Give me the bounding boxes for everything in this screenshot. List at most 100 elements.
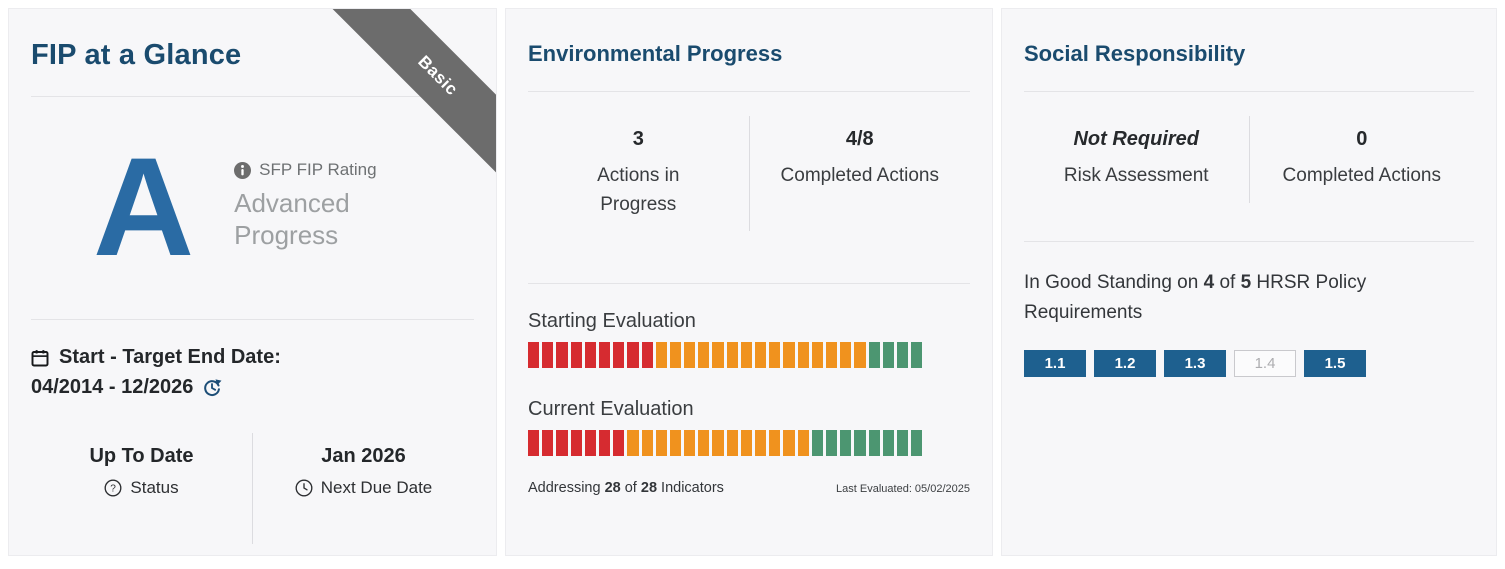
hrsr-chip-1.2[interactable]: 1.2 bbox=[1094, 349, 1156, 377]
evaluation-segment-red bbox=[528, 342, 540, 368]
actions-in-progress-stat: 3 Actions in Progress bbox=[528, 116, 749, 231]
evaluation-segment-red bbox=[598, 430, 611, 456]
social-stats: Not Required Risk Assessment 0 Completed… bbox=[1024, 92, 1474, 217]
hrsr-standing-text: In Good Standing on 4 of 5 HRSR Policy R… bbox=[1024, 271, 1367, 323]
current-evaluation-bar[interactable] bbox=[528, 430, 926, 456]
evaluation-segment-green bbox=[868, 342, 880, 368]
evaluation-segment-red bbox=[542, 342, 554, 368]
risk-assessment-label: Risk Assessment bbox=[1063, 165, 1209, 186]
evaluation-segment-red bbox=[641, 342, 653, 368]
evaluation-segment-orange bbox=[655, 430, 667, 456]
evaluation-segment-red bbox=[570, 342, 582, 368]
dates-value: 04/2014 - 12/2026 bbox=[31, 376, 194, 398]
completed-actions-value: 4/8 bbox=[845, 128, 874, 150]
actions-in-progress-value: 3 bbox=[632, 128, 644, 150]
evaluation-segment-red bbox=[613, 430, 625, 456]
question-circle-icon[interactable]: ? bbox=[104, 479, 122, 497]
evaluation-segment-red bbox=[556, 342, 568, 368]
evaluation-segment-orange bbox=[627, 430, 639, 456]
addressing-indicators-text: Addressing 28 of 28 Indicators bbox=[528, 480, 724, 496]
evaluation-segment-red bbox=[528, 430, 540, 456]
social-completed-actions-stat: 0 Completed Actions bbox=[1248, 116, 1475, 203]
evaluation-segment-orange bbox=[698, 342, 710, 368]
evaluation-segment-orange bbox=[726, 430, 738, 456]
starting-evaluation-bar[interactable] bbox=[528, 342, 926, 368]
status-column: Up To Date ? Status bbox=[31, 433, 253, 544]
evaluation-segment-orange bbox=[797, 342, 809, 368]
social-responsibility-card: Social Responsibility Not Required Risk … bbox=[1001, 8, 1497, 556]
info-icon[interactable] bbox=[234, 161, 252, 179]
divider bbox=[31, 319, 474, 320]
status-label: Status bbox=[130, 478, 179, 497]
evaluation-segment-orange bbox=[698, 430, 710, 456]
evaluation-segment-orange bbox=[769, 430, 781, 456]
fip-rating-letter: A bbox=[93, 127, 195, 285]
risk-assessment-value: Not Required bbox=[1073, 128, 1200, 150]
evaluation-segment-orange bbox=[825, 342, 838, 368]
evaluation-segment-green bbox=[854, 430, 866, 456]
hrsr-chip-1.4[interactable]: 1.4 bbox=[1234, 349, 1296, 377]
calendar-icon bbox=[31, 349, 49, 366]
hrsr-chip-1.5[interactable]: 1.5 bbox=[1304, 349, 1366, 377]
hrsr-policy-chips: 1.1 1.2 1.3 1.4 1.5 bbox=[1024, 349, 1474, 377]
evaluation-footer: Addressing 28 of 28 Indicators Last Eval… bbox=[528, 480, 970, 496]
evaluation-segment-orange bbox=[669, 342, 682, 368]
evaluation-segment-green bbox=[825, 430, 838, 456]
social-completed-actions-value: 0 bbox=[1356, 128, 1368, 150]
evaluation-segment-red bbox=[613, 342, 625, 368]
actions-in-progress-label: Actions in Progress bbox=[597, 165, 680, 215]
evaluation-segment-red bbox=[627, 342, 639, 368]
evaluation-segment-green bbox=[896, 430, 909, 456]
evaluation-segment-red bbox=[542, 430, 554, 456]
dates-label: Start - Target End Date: bbox=[59, 346, 281, 368]
evaluation-segment-orange bbox=[783, 342, 795, 368]
divider bbox=[528, 91, 970, 92]
status-section: Up To Date ? Status Jan 2026 Next Du bbox=[31, 433, 474, 544]
divider bbox=[1024, 91, 1474, 92]
evaluation-segment-orange bbox=[783, 430, 795, 456]
current-evaluation-label: Current Evaluation bbox=[528, 398, 694, 420]
fip-rating-label: SFP FIP Rating bbox=[259, 160, 377, 180]
hrsr-chip-1.1[interactable]: 1.1 bbox=[1024, 349, 1086, 377]
environmental-progress-card: Environmental Progress 3 Actions in Prog… bbox=[505, 8, 993, 556]
fip-rating-block: A SFP FIP Rating Advanced Progress bbox=[93, 117, 474, 295]
evaluation-segment-green bbox=[840, 430, 852, 456]
evaluation-segment-green bbox=[911, 430, 923, 456]
evaluation-segment-red bbox=[584, 430, 596, 456]
social-completed-actions-label: Completed Actions bbox=[1282, 165, 1441, 186]
evaluation-segment-orange bbox=[797, 430, 809, 456]
social-title: Social Responsibility bbox=[1024, 41, 1246, 66]
completed-actions-label: Completed Actions bbox=[780, 165, 939, 186]
page-title: FIP at a Glance bbox=[31, 39, 242, 71]
evaluation-segment-orange bbox=[740, 430, 752, 456]
evaluation-segment-orange bbox=[712, 342, 724, 368]
hrsr-chip-1.3[interactable]: 1.3 bbox=[1164, 349, 1226, 377]
last-evaluated-text: Last Evaluated: 05/02/2025 bbox=[836, 483, 970, 495]
evaluation-segment-orange bbox=[811, 342, 823, 368]
next-due-column: Jan 2026 Next Due Date bbox=[253, 433, 474, 544]
history-icon[interactable] bbox=[202, 378, 222, 398]
fip-rating-info: SFP FIP Rating Advanced Progress bbox=[234, 160, 394, 251]
environmental-title: Environmental Progress bbox=[528, 41, 783, 66]
dates-section: Start - Target End Date: 04/2014 - 12/20… bbox=[31, 346, 474, 399]
risk-assessment-stat: Not Required Risk Assessment bbox=[1024, 116, 1249, 203]
evaluation-segment-red bbox=[556, 430, 568, 456]
next-due-label: Next Due Date bbox=[320, 478, 433, 497]
evaluation-segment-orange bbox=[755, 342, 767, 368]
fip-at-a-glance-card: Basic FIP at a Glance A SFP FIP Rating A… bbox=[8, 8, 497, 556]
evaluation-segment-green bbox=[882, 430, 894, 456]
evaluation-segment-green bbox=[811, 430, 823, 456]
fip-rating-description: Advanced Progress bbox=[234, 188, 350, 250]
divider bbox=[528, 283, 970, 284]
evaluation-segment-orange bbox=[755, 430, 767, 456]
evaluation-segment-red bbox=[598, 342, 611, 368]
evaluation-segment-orange bbox=[740, 342, 752, 368]
evaluation-segment-orange bbox=[712, 430, 724, 456]
evaluation-segment-green bbox=[882, 342, 894, 368]
evaluation-segment-orange bbox=[769, 342, 781, 368]
evaluation-segment-green bbox=[911, 342, 923, 368]
divider bbox=[31, 96, 474, 97]
evaluation-segment-orange bbox=[684, 342, 696, 368]
evaluation-segment-red bbox=[584, 342, 596, 368]
